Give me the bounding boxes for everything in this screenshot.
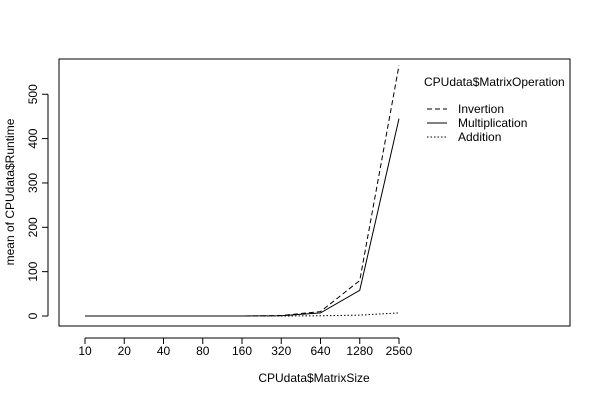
legend-label: Multiplication <box>458 116 527 130</box>
y-tick-label: 300 <box>26 173 40 193</box>
series-layer <box>85 65 400 317</box>
series-line-invertion <box>85 65 400 317</box>
y-tick-label: 200 <box>26 217 40 237</box>
y-axis-label: mean of CPUdata$Runtime <box>3 118 17 265</box>
legend-label: Addition <box>458 130 501 144</box>
x-tick-label: 80 <box>196 344 210 358</box>
x-tick-label: 1280 <box>346 344 373 358</box>
legend: CPUdata$MatrixOperation InvertionMultipl… <box>424 75 565 144</box>
y-tick-label: 0 <box>26 312 40 319</box>
x-tick-label: 160 <box>232 344 252 358</box>
legend-entry: Multiplication <box>427 116 527 130</box>
x-tick-label: 40 <box>157 344 171 358</box>
x-axis-label: CPUdata$MatrixSize <box>258 371 370 385</box>
x-tick-label: 20 <box>118 344 132 358</box>
y-axis: 0 100 200 300 400 500 <box>26 84 49 319</box>
plot-frame <box>58 58 571 327</box>
legend-entry: Invertion <box>427 102 504 116</box>
x-axis: 10 20 40 80 160 320 640 1280 2560 <box>78 337 413 358</box>
legend-entry: Addition <box>427 130 501 144</box>
x-tick-label: 320 <box>271 344 291 358</box>
series-line-multiplication <box>85 118 400 317</box>
x-tick-label: 10 <box>78 344 92 358</box>
y-tick-label: 500 <box>26 84 40 104</box>
legend-label: Invertion <box>458 102 504 116</box>
x-tick-label: 640 <box>310 344 330 358</box>
x-tick-label: 2560 <box>386 344 413 358</box>
y-tick-label: 400 <box>26 128 40 148</box>
legend-title: CPUdata$MatrixOperation <box>424 75 565 89</box>
y-tick-label: 100 <box>26 261 40 281</box>
